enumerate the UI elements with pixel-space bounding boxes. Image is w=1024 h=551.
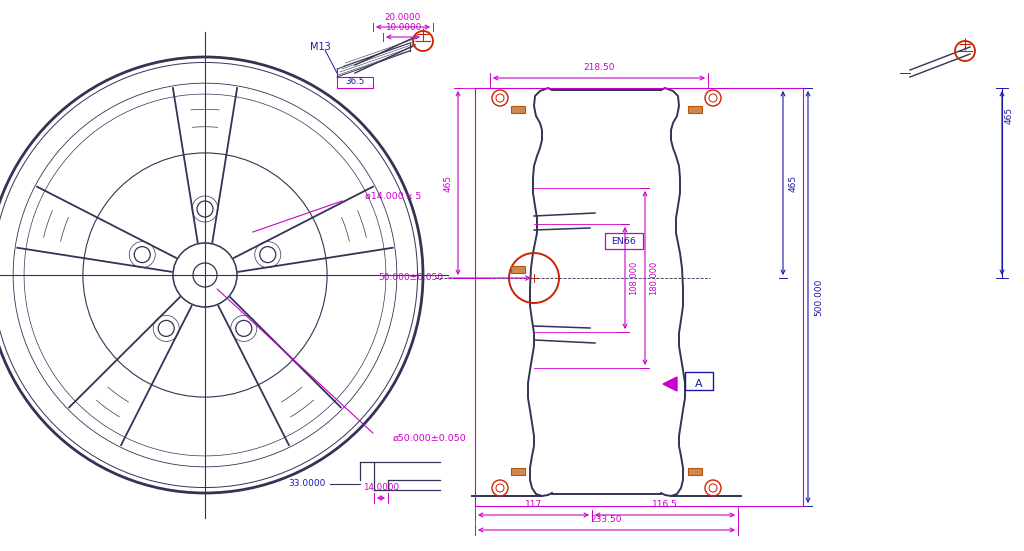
Text: 33.0000: 33.0000	[289, 479, 326, 489]
Text: 50.000±0.050: 50.000±0.050	[378, 273, 443, 283]
Text: 36.5: 36.5	[345, 78, 365, 87]
Text: 108.000: 108.000	[629, 261, 638, 295]
Bar	[511, 106, 525, 113]
Bar	[605, 233, 643, 249]
Text: 116.5: 116.5	[652, 500, 678, 509]
Bar	[511, 468, 525, 475]
Text: 218.50: 218.50	[584, 63, 614, 72]
Text: 10.0000: 10.0000	[385, 23, 421, 32]
Bar	[337, 77, 373, 88]
Text: ø50.000±0.050: ø50.000±0.050	[393, 434, 467, 442]
Text: EN66: EN66	[611, 236, 637, 246]
Text: 233.50: 233.50	[591, 515, 623, 524]
Polygon shape	[663, 377, 677, 391]
Text: 20.0000: 20.0000	[385, 13, 421, 22]
Text: 465: 465	[444, 175, 453, 192]
Bar	[688, 468, 702, 475]
Text: M13: M13	[310, 42, 331, 52]
Bar	[685, 372, 713, 390]
Text: 180.000: 180.000	[649, 261, 658, 295]
Bar	[511, 266, 525, 273]
Text: ø14.000 x 5: ø14.000 x 5	[365, 192, 421, 201]
Text: 500.000: 500.000	[814, 278, 823, 316]
Text: 14.0000: 14.0000	[362, 483, 399, 492]
Text: A: A	[695, 379, 702, 389]
Bar	[688, 106, 702, 113]
Text: 117: 117	[525, 500, 542, 509]
Text: 465: 465	[1005, 106, 1014, 123]
Text: 465: 465	[790, 175, 798, 192]
